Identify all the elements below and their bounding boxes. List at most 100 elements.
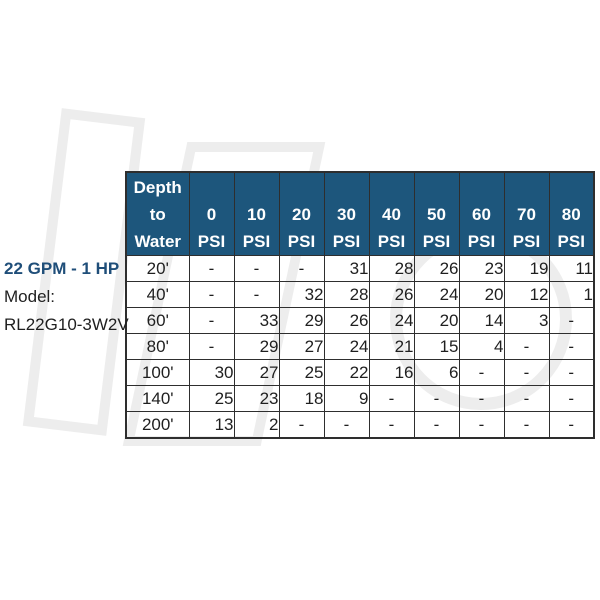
table-row: 20' - - -31 28 26 23 19 11: [125, 255, 595, 282]
value-cell: -: [233, 255, 280, 282]
row-header-depth: 40': [125, 281, 190, 308]
value-cell: -: [188, 281, 235, 308]
value-cell: 15: [413, 333, 460, 360]
value-cell: 32: [278, 281, 325, 308]
value-cell: 26: [323, 307, 370, 334]
header-psi-value: 70: [517, 204, 536, 224]
header-line: [280, 174, 324, 201]
column-header-psi-0: 0 PSI: [188, 171, 235, 256]
header-psi-unit: PSI: [242, 231, 271, 251]
header-psi-unit: PSI: [197, 231, 226, 251]
header-line: [235, 174, 279, 201]
value-cell: 24: [323, 333, 370, 360]
row-header-depth: 80': [125, 333, 190, 360]
value-cell: 24: [368, 307, 415, 334]
value-cell: -: [413, 411, 460, 439]
value-cell: 24: [413, 281, 460, 308]
value-cell: -: [548, 359, 595, 386]
header-psi-value: 50: [427, 204, 446, 224]
value-cell: -: [503, 385, 550, 412]
value-cell: -: [503, 359, 550, 386]
header-psi-value: 80: [561, 204, 581, 224]
table-row: 40' - -32 28 26 24 20 12 1: [125, 281, 595, 308]
value-cell: 12: [503, 281, 550, 308]
model-number: RL22G10-3W2V: [4, 315, 129, 334]
model-label: Model:: [4, 287, 56, 306]
header-line: [505, 174, 549, 201]
header-psi-unit: PSI: [557, 231, 585, 251]
row-header-depth: 140': [125, 385, 190, 412]
column-header-psi-40: 40 PSI: [368, 171, 415, 256]
value-cell: -: [548, 333, 595, 360]
header-psi-unit: PSI: [512, 231, 541, 251]
value-cell: -: [548, 307, 595, 334]
column-header-psi-80: 80 PSI: [548, 171, 595, 256]
value-cell: 29: [233, 333, 280, 360]
header-psi-unit: PSI: [467, 231, 496, 251]
pump-rating-title: 22 GPM - 1 HP: [4, 259, 120, 278]
value-cell: -: [548, 411, 595, 439]
value-cell: 30: [188, 359, 235, 386]
value-cell: -: [188, 307, 235, 334]
value-cell: -: [278, 411, 325, 439]
value-cell: 25: [278, 359, 325, 386]
value-cell: 22: [323, 359, 370, 386]
value-cell: 18: [278, 385, 325, 412]
column-header-depth-to-water: Depth to Water: [125, 171, 190, 256]
table-body: 20' - - -31 28 26 23 19 11 40' - -32 28 26 24 20 12 1 60' -…: [125, 255, 595, 439]
value-cell: 2: [233, 411, 280, 439]
header-line: [370, 174, 414, 201]
header-psi-value: 40: [382, 204, 401, 224]
value-cell: -: [503, 333, 550, 360]
value-cell: 28: [323, 281, 370, 308]
header-psi-unit: PSI: [287, 231, 316, 251]
value-cell: -: [188, 255, 235, 282]
value-cell: -: [458, 385, 505, 412]
table-row: 60' -33 29 26 24 20 14 3-: [125, 307, 595, 334]
value-cell: -: [278, 255, 325, 282]
value-cell: 25: [188, 385, 235, 412]
header-psi-value: 60: [472, 204, 491, 224]
value-cell: 23: [233, 385, 280, 412]
header-line: [415, 174, 459, 201]
value-cell: 28: [368, 255, 415, 282]
value-cell: 19: [503, 255, 550, 282]
value-cell: 9: [323, 385, 370, 412]
value-cell: 13: [188, 411, 235, 439]
header-psi-unit: PSI: [377, 231, 406, 251]
header-line: Water: [134, 231, 182, 251]
value-cell: -: [368, 385, 415, 412]
value-cell: -: [503, 411, 550, 439]
value-cell: 33: [233, 307, 280, 334]
header-line: [460, 174, 504, 201]
value-cell: 1: [548, 281, 595, 308]
value-cell: -: [323, 411, 370, 439]
value-cell: 29: [278, 307, 325, 334]
header-line: [325, 174, 369, 201]
row-header-depth: 200': [125, 411, 190, 439]
value-cell: -: [233, 281, 280, 308]
value-cell: -: [413, 385, 460, 412]
value-cell: -: [368, 411, 415, 439]
value-cell: 21: [368, 333, 415, 360]
column-header-psi-20: 20 PSI: [278, 171, 325, 256]
table-row: 140' 25 23 18 9- - - - -: [125, 385, 595, 412]
value-cell: 4: [458, 333, 505, 360]
value-cell: -: [458, 411, 505, 439]
value-cell: 16: [368, 359, 415, 386]
value-cell: 14: [458, 307, 505, 334]
value-cell: 20: [413, 307, 460, 334]
table-row: 200' 13 2- - - - - - -: [125, 411, 595, 439]
header-line: [550, 174, 594, 201]
column-header-psi-50: 50 PSI: [413, 171, 460, 256]
product-label-block: 22 GPM - 1 HP Model: RL22G10-3W2V: [4, 255, 129, 339]
column-header-psi-60: 60 PSI: [458, 171, 505, 256]
header-psi-value: 20: [292, 204, 311, 224]
table-row: 100' 30 27 25 22 16 6- - -: [125, 359, 595, 386]
header-psi-value: 30: [337, 204, 356, 224]
performance-table: Depth to Water 0 PSI 10 PSI 20 PSI 30 PSI 40 PSI 5…: [125, 171, 595, 439]
header-line: [190, 174, 234, 201]
header-row: Depth to Water 0 PSI 10 PSI 20 PSI 30 PSI 40 PSI 5…: [125, 171, 595, 256]
value-cell: -: [458, 359, 505, 386]
